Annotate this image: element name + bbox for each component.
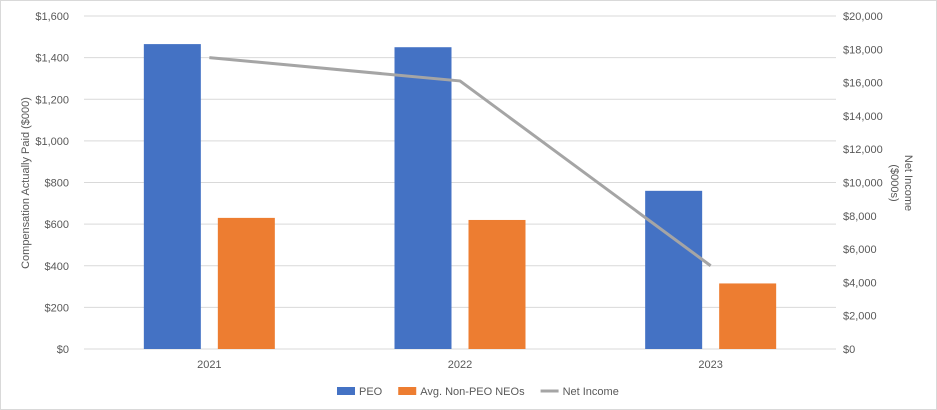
right-tick-label: $2,000 <box>843 311 877 323</box>
right-tick-label: $4,000 <box>843 277 877 289</box>
x-tick-label: 2022 <box>448 359 472 371</box>
bars <box>143 44 777 350</box>
legend-swatch-peo <box>337 387 355 395</box>
bar-peo <box>394 47 452 349</box>
right-axis-title-line-2: ($000s) <box>888 164 900 201</box>
right-axis-ticks: $0 $2,000 $4,000 $6,000 $8,000 $10,000 $12,000… <box>843 11 883 356</box>
right-axis-title: Net Income ($000s) <box>888 155 914 211</box>
left-axis-title: Compensation Actually Paid ($000) <box>20 97 32 269</box>
right-axis-title-line-1: Net Income <box>902 155 914 211</box>
right-tick-label: $8,000 <box>843 211 877 223</box>
x-axis-ticks: 2021 2022 2023 <box>197 359 723 371</box>
bar-avg-non-peo-neos <box>719 283 777 349</box>
left-tick-label: $0 <box>57 344 69 356</box>
right-tick-label: $12,000 <box>843 144 883 156</box>
x-tick-label: 2023 <box>698 359 722 371</box>
gridlines <box>84 15 836 350</box>
right-tick-label: $18,000 <box>843 44 883 56</box>
left-tick-label: $800 <box>45 178 69 190</box>
right-tick-label: $14,000 <box>843 111 883 123</box>
bar-avg-non-peo-neos <box>468 219 526 349</box>
left-tick-label: $1,600 <box>35 11 69 23</box>
legend: PEO Avg. Non-PEO NEOs Net Income <box>337 386 619 398</box>
left-tick-label: $600 <box>45 219 69 231</box>
net-income-line <box>209 56 712 267</box>
legend-label-net-income: Net Income <box>563 386 619 398</box>
right-tick-label: $6,000 <box>843 244 877 256</box>
line-net-income <box>209 56 712 267</box>
legend-label-avg-non-peo-neos: Avg. Non-PEO NEOs <box>420 386 525 398</box>
right-tick-label: $10,000 <box>843 178 883 190</box>
right-tick-label: $0 <box>843 344 855 356</box>
bar-peo <box>645 190 703 349</box>
left-tick-label: $1,000 <box>35 136 69 148</box>
left-tick-label: $400 <box>45 261 69 273</box>
left-tick-label: $1,200 <box>35 94 69 106</box>
legend-label-peo: PEO <box>359 386 383 398</box>
left-tick-label: $200 <box>45 302 69 314</box>
left-axis-ticks: $0 $200 $400 $600 $800 $1,000 $1,200 $1,400 $1,6… <box>35 11 69 356</box>
right-tick-label: $16,000 <box>843 78 883 90</box>
x-tick-label: 2021 <box>197 359 221 371</box>
bar-avg-non-peo-neos <box>217 217 275 349</box>
right-tick-label: $20,000 <box>843 11 883 23</box>
legend-swatch-avg-non-peo-neos <box>398 387 417 395</box>
bar-peo <box>143 44 201 350</box>
left-tick-label: $1,400 <box>35 53 69 65</box>
